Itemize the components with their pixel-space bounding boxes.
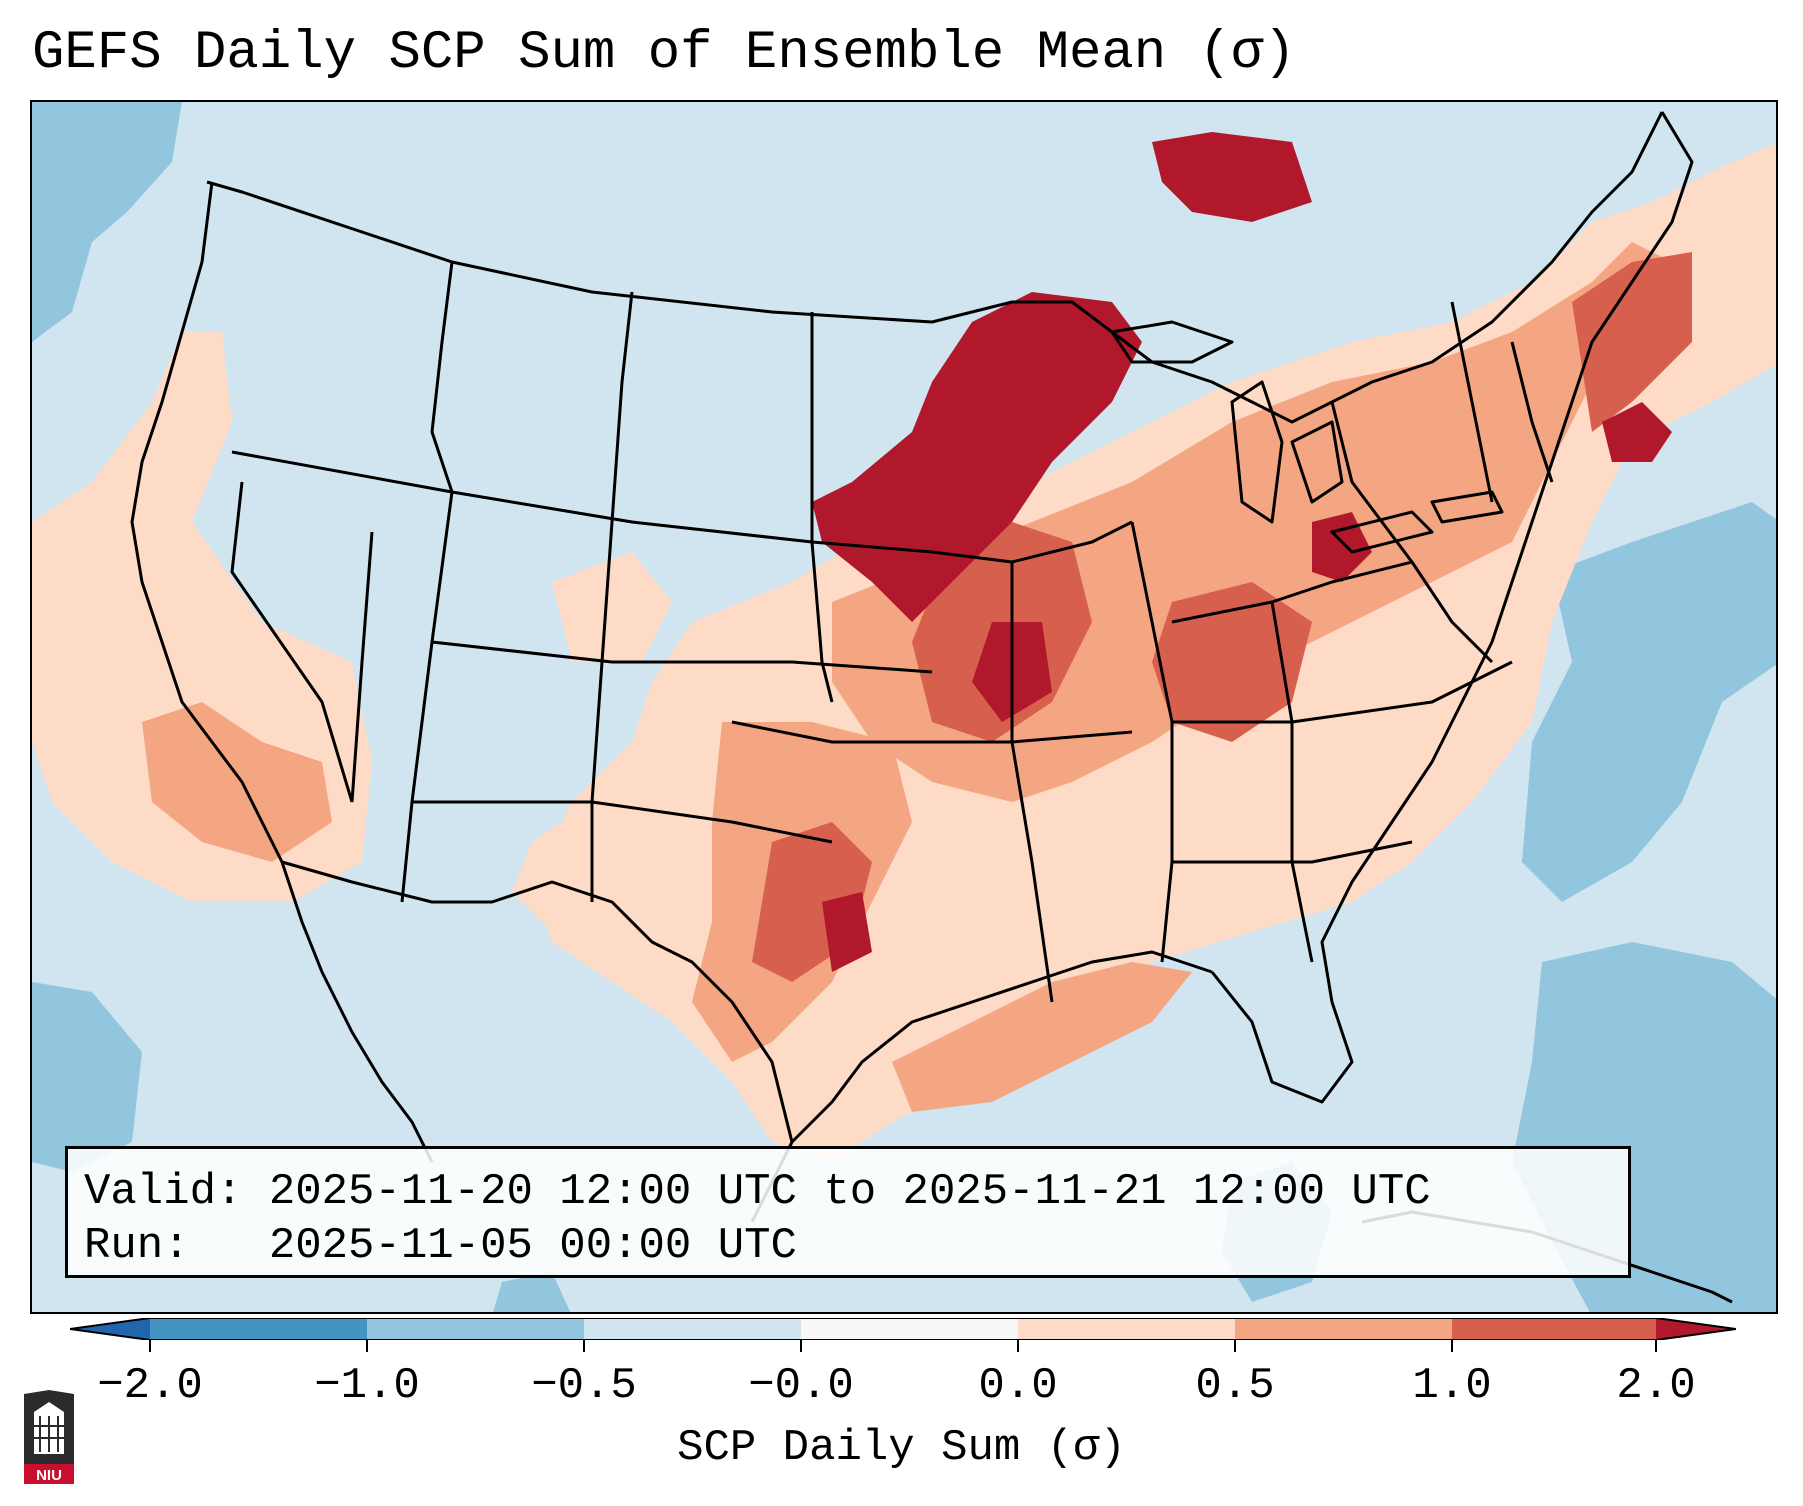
medium-positive-california [142,702,332,862]
colorbar-tick-label: 2.0 [1616,1361,1696,1411]
extreme-positive-michigan [1312,512,1372,582]
negative-anomaly-eastern-pacific [32,982,142,1172]
negative-anomaly-west-atlantic [1522,502,1776,902]
mexico-border [281,860,794,1143]
colorbar-tick-label: 1.0 [1412,1361,1492,1411]
strong-positive-northeast [1572,252,1692,432]
extreme-positive-ontario [1152,132,1312,222]
strong-positive-ohio-valley [1152,582,1312,742]
negative-anomaly-mexico [493,1272,571,1312]
colorbar-tick [800,1340,802,1352]
canada-border [206,111,1664,424]
colorbar-title: SCP Daily Sum (σ) [677,1423,1126,1473]
colorbar-tick-label: −1.0 [314,1361,420,1411]
colorbar-tick-label: −0.0 [748,1361,854,1411]
colorbar-bin-2 [367,1318,584,1340]
colorbar-tick-label: 0.0 [978,1361,1058,1411]
colorbar-tick [149,1340,151,1352]
colorbar-tick [583,1340,585,1352]
valid-value: 2025-11-20 12:00 UTC to 2025-11-21 12:00… [268,1167,1431,1217]
colorbar-bin-4 [801,1318,1018,1340]
colorbar-tick [1451,1340,1453,1352]
state-lines [230,261,1554,1003]
valid-run-info-box: Valid: 2025-11-20 12:00 UTC to 2025-11-2… [65,1146,1631,1278]
map-panel [30,100,1778,1314]
valid-label: Valid: [84,1167,243,1217]
medium-positive-gulf [892,962,1192,1112]
colorbar-bin-7 [1452,1318,1656,1340]
great-lakes [1110,320,1504,554]
logo-text: NIU [36,1467,62,1484]
east-coast [1210,111,1694,1104]
colorbar-bin-3 [584,1318,801,1340]
extreme-positive-upper-midwest [812,292,1142,622]
colorbar-tick [366,1340,368,1352]
colorbar-bin-1 [150,1318,367,1340]
colorbar-tick [1234,1340,1236,1352]
scp-anomaly-field [32,102,1776,1312]
scp-map [32,102,1776,1312]
colorbar-tick-label: −0.5 [531,1361,637,1411]
light-positive-southwest-2 [552,552,672,662]
colorbar-tick [1017,1340,1019,1352]
colorbar-tick-label: 0.5 [1195,1361,1275,1411]
chart-title: GEFS Daily SCP Sum of Ensemble Mean (σ) [32,23,1296,84]
colorbar-bin-5 [1018,1318,1235,1340]
west-coast [130,181,434,1163]
run-value: 2025-11-05 00:00 UTC [268,1221,797,1271]
colorbar [70,1318,1736,1340]
map-boundaries [130,111,1733,1304]
colorbar-bin-6 [1235,1318,1452,1340]
niu-logo: NIU [24,1390,74,1484]
colorbar-extend-low [70,1318,150,1340]
colorbar-tick [1655,1340,1657,1352]
colorbar-tick-label: −2.0 [97,1361,203,1411]
negative-anomaly-pacific [32,102,182,342]
colorbar-extend-high [1656,1318,1736,1340]
run-label: Run: [84,1221,190,1271]
extreme-positive-texas-core [822,892,872,972]
extreme-positive-new-england [1602,402,1672,462]
